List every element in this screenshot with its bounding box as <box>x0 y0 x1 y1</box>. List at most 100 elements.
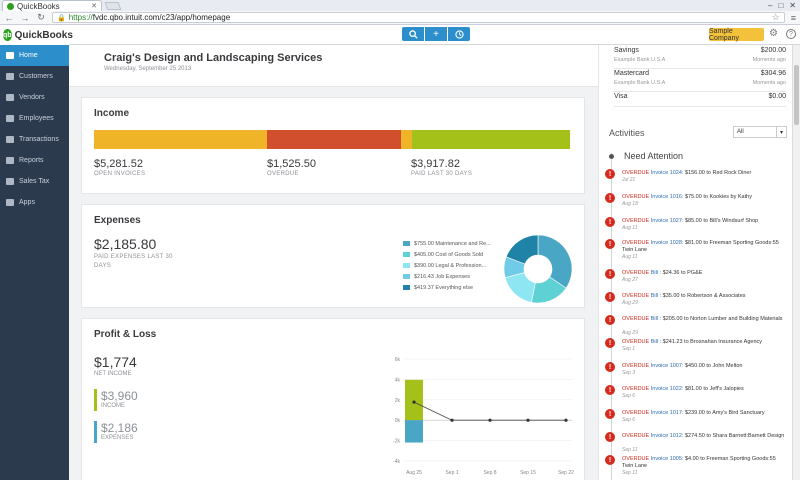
close-window-icon[interactable]: ✕ <box>789 1 796 10</box>
donut-slice[interactable] <box>537 234 573 289</box>
window-controls: – □ ✕ <box>768 0 796 11</box>
url-path: fvdc.qbo.intuit.com/c23/app/homepage <box>92 13 231 22</box>
profit-loss-title: Profit & Loss <box>94 329 157 340</box>
legend-swatch <box>403 274 410 279</box>
browser-menu-icon[interactable]: ≡ <box>790 12 796 23</box>
open-invoices-value[interactable]: $5,281.52 <box>94 158 143 170</box>
search-icon <box>408 29 418 39</box>
app-header: qb QuickBooks + Sample Company ⚙ ? <box>0 25 800 45</box>
recent-transactions-button[interactable] <box>448 27 470 41</box>
new-tab-button[interactable] <box>104 2 122 10</box>
reload-icon[interactable]: ↻ <box>37 12 45 22</box>
scroll-thumb[interactable] <box>794 65 799 125</box>
pl-expenses[interactable]: $2,186 EXPENSES <box>94 421 138 443</box>
activity-link[interactable]: Invoice 1027: <box>650 218 684 224</box>
search-button[interactable] <box>402 27 424 41</box>
sidebar-item-customers[interactable]: Customers <box>0 66 69 87</box>
income-bar-segment[interactable] <box>400 130 412 149</box>
legend-item[interactable]: $390.00 Legal & Profession... <box>403 260 491 271</box>
alert-icon: ! <box>605 169 615 179</box>
expense-bar[interactable] <box>405 420 423 443</box>
sidebar-item-home[interactable]: Home <box>0 45 69 66</box>
net-income-point[interactable] <box>412 400 416 404</box>
profit-loss-chart[interactable]: 6k 4k 2k 0k -2k -4k Aug 25 Sep 1 Sep 8 Sep 15 Sep … <box>382 349 578 480</box>
net-income-point[interactable] <box>450 418 454 422</box>
address-bar[interactable]: 🔒 https:// fvdc.qbo.intuit.com/c23/app/h… <box>52 12 785 23</box>
overdue-tag: OVERDUE <box>622 218 650 224</box>
sidebar-item-sales-tax[interactable]: Sales Tax <box>0 171 69 192</box>
expenses-donut-chart[interactable] <box>502 233 574 305</box>
pl-income[interactable]: $3,960 INCOME <box>94 389 138 411</box>
account-bank: Example Bank U.S.A <box>614 80 666 86</box>
alert-icon: ! <box>605 455 615 465</box>
sidebar-item-apps[interactable]: Apps <box>0 192 69 213</box>
paid-value[interactable]: $3,917.82 <box>411 158 460 170</box>
activity-link[interactable]: Bill : <box>650 316 662 322</box>
create-button[interactable]: + <box>425 27 447 41</box>
activity-description: $450.00 to John Melton <box>683 363 743 369</box>
overdue-tag: OVERDUE <box>622 363 650 369</box>
bank-account-row[interactable]: Mastercard $304.96 Example Bank U.S.A Mo… <box>614 70 786 92</box>
sidebar-item-label: Home <box>19 52 38 59</box>
net-income-label: NET INCOME <box>94 371 132 377</box>
donut-slice[interactable] <box>504 272 536 303</box>
activity-link[interactable]: Bill : <box>650 270 662 276</box>
activity-link[interactable]: Invoice 1016: <box>650 194 684 200</box>
bank-account-row[interactable]: Savings $200.00 Example Bank U.S.A Momen… <box>614 47 786 69</box>
bank-account-row[interactable]: Visa $0.00 <box>614 93 786 107</box>
income-bar-segment[interactable] <box>94 130 267 149</box>
activities-filter-select[interactable]: All ▾ <box>733 126 787 138</box>
activity-date: Aug 29 <box>622 330 638 336</box>
transactions-icon <box>6 136 14 143</box>
account-name: Mastercard <box>614 70 650 77</box>
legend-item[interactable]: $216.43 Job Expenses <box>403 271 491 282</box>
activity-link[interactable]: Bill : <box>650 339 662 345</box>
activity-date: Sep 6 <box>622 393 636 399</box>
gear-icon[interactable]: ⚙ <box>769 28 778 39</box>
overdue-value[interactable]: $1,525.50 <box>267 158 316 170</box>
expenses-total[interactable]: $2,185.80 <box>94 236 157 252</box>
back-icon[interactable]: ← <box>4 12 14 23</box>
activity-link[interactable]: Invoice 1024: <box>650 170 684 176</box>
quickbooks-logo[interactable]: qb QuickBooks <box>0 25 73 45</box>
legend-item[interactable]: $419.37 Everything else <box>403 282 491 293</box>
legend-item[interactable]: $755.00 Maintenance and Re... <box>403 238 491 249</box>
activity-link[interactable]: Invoice 1012: <box>650 433 684 439</box>
browser-tab[interactable]: QuickBooks ✕ <box>2 0 102 11</box>
legend-item[interactable]: $405.00 Cost of Goods Sold <box>403 249 491 260</box>
sidebar-item-employees[interactable]: Employees <box>0 108 69 129</box>
sidebar-item-vendors[interactable]: Vendors <box>0 87 69 108</box>
activity-link[interactable]: Bill : <box>650 293 662 299</box>
maximize-icon[interactable]: □ <box>778 1 784 10</box>
close-tab-icon[interactable]: ✕ <box>91 3 97 10</box>
net-income-value[interactable]: $1,774 <box>94 354 137 370</box>
income-bar[interactable] <box>405 379 423 421</box>
net-income-point[interactable] <box>564 418 568 422</box>
activity-link[interactable]: Invoice 1017: <box>650 410 684 416</box>
activity-text: OVERDUE Bill : $35.00 to Robertson & Ass… <box>622 293 788 300</box>
browser-toolbar: ← → ↻ 🔒 https:// fvdc.qbo.intuit.com/c23… <box>0 11 800 25</box>
income-bar-segment[interactable] <box>411 130 570 149</box>
activity-link[interactable]: Invoice 1005: <box>650 456 684 462</box>
legend-swatch <box>403 252 410 257</box>
help-icon[interactable]: ? <box>786 29 796 39</box>
activity-link[interactable]: Invoice 1028: <box>650 240 684 246</box>
net-income-point[interactable] <box>488 418 492 422</box>
income-bar[interactable] <box>94 130 570 149</box>
forward-icon[interactable]: → <box>20 12 30 23</box>
sample-company-button[interactable]: Sample Company <box>709 28 764 42</box>
bookmark-star-icon[interactable]: ☆ <box>771 12 780 22</box>
sidebar-item-label: Transactions <box>19 136 59 143</box>
income-card: Income $5,281.52 OPEN INVOICES $1,525.50… <box>81 97 585 194</box>
donut-slice[interactable] <box>505 234 539 265</box>
activity-link[interactable]: Invoice 1007: <box>650 363 684 369</box>
company-header: Craig's Design and Landscaping Services … <box>69 45 598 87</box>
net-income-point[interactable] <box>526 418 530 422</box>
sidebar-item-reports[interactable]: Reports <box>0 150 69 171</box>
page-scrollbar[interactable] <box>792 45 800 480</box>
activity-description: $81.00 to Freeman Sporting Goods:55 Twin… <box>622 240 779 253</box>
minimize-icon[interactable]: – <box>768 1 773 10</box>
activity-link[interactable]: Invoice 1022: <box>650 386 684 392</box>
sidebar-item-transactions[interactable]: Transactions <box>0 129 69 150</box>
income-bar-segment[interactable] <box>266 130 401 149</box>
